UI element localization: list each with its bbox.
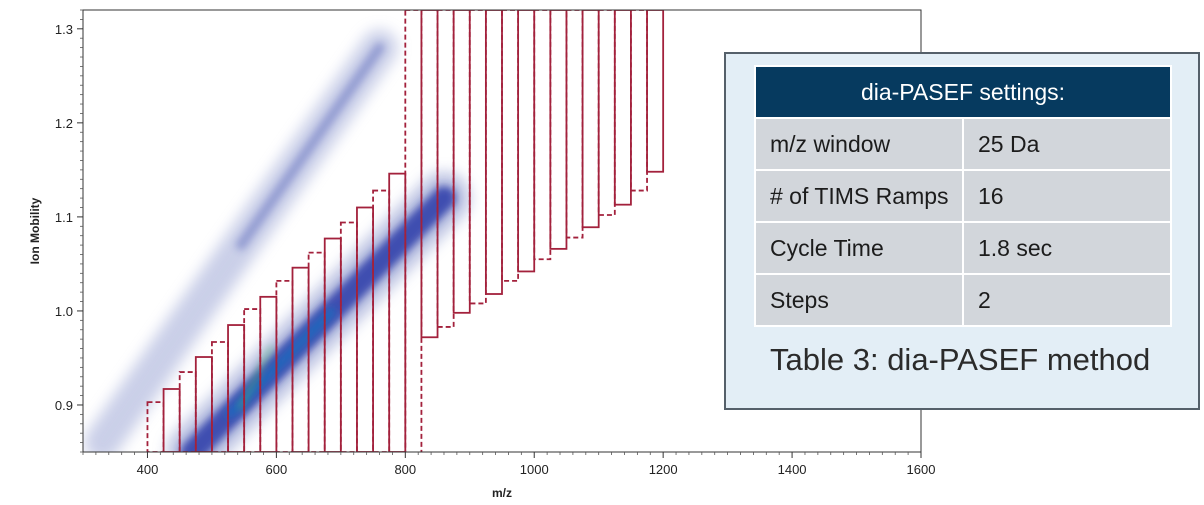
isolation-window [146, 401, 165, 452]
row-value: 25 Da [962, 117, 1172, 171]
isolation-window [613, 10, 632, 206]
x-tick-label: 1600 [907, 462, 936, 477]
dia-pasef-settings-table: dia-PASEF settings: m/z window 25 Da # o… [754, 65, 1172, 327]
isolation-window [436, 10, 455, 328]
row-value: 2 [962, 273, 1172, 327]
density-heatmap [84, 29, 470, 452]
isolation-window [452, 10, 471, 314]
table-caption: Table 3: dia-PASEF method [770, 342, 1151, 377]
x-axis-title: m/z [492, 486, 512, 500]
isolation-window [565, 10, 584, 239]
x-tick-label: 400 [137, 462, 159, 477]
table-row: # of TIMS Ramps 16 [754, 169, 1172, 223]
y-tick-label: 0.9 [55, 398, 73, 413]
y-tick-label: 1.3 [55, 22, 73, 37]
isolation-window [211, 341, 229, 452]
isolation-window [388, 172, 407, 452]
isolation-window [484, 10, 503, 295]
isolation-window [275, 279, 294, 452]
settings-panel: dia-PASEF settings: m/z window 25 Da # o… [724, 52, 1200, 410]
row-label: Steps [754, 273, 964, 327]
table-header: dia-PASEF settings: [754, 65, 1172, 119]
isolation-window [356, 206, 374, 452]
isolation-window [468, 10, 487, 305]
isolation-window [646, 10, 665, 173]
x-tick-label: 1400 [778, 462, 807, 477]
row-value: 16 [962, 169, 1172, 223]
table-row: Cycle Time 1.8 sec [754, 221, 1172, 275]
isolation-window [597, 10, 616, 216]
row-label: # of TIMS Ramps [754, 169, 964, 223]
table-row: m/z window 25 Da [754, 117, 1172, 171]
x-tick-label: 1000 [520, 462, 549, 477]
isolation-window [517, 10, 536, 273]
isolation-window [549, 10, 568, 250]
isolation-window [194, 356, 213, 452]
table-header-row: dia-PASEF settings: [754, 65, 1172, 119]
y-tick-label: 1.0 [55, 304, 73, 319]
row-value: 1.8 sec [962, 221, 1172, 275]
axes: 400 600 800 1000 1200 1400 1600 0.9 1.0 1.1 1.2 1.3… [28, 9, 936, 500]
isolation-window [533, 10, 552, 261]
isolation-window [581, 10, 600, 229]
y-tick-label: 1.2 [55, 116, 73, 131]
row-label: Cycle Time [754, 221, 964, 275]
x-tick-label: 1200 [649, 462, 678, 477]
x-tick-label: 800 [394, 462, 416, 477]
isolation-window [420, 10, 439, 339]
y-tick-label: 1.1 [55, 210, 73, 225]
table-row: Steps 2 [754, 273, 1172, 327]
row-label: m/z window [754, 117, 964, 171]
y-axis-title: Ion Mobility [28, 197, 42, 264]
isolation-window [243, 308, 262, 452]
x-tick-label: 600 [266, 462, 288, 477]
isolation-window [501, 10, 520, 282]
density-band [166, 172, 470, 452]
density-band [84, 29, 398, 452]
isolation-window [630, 10, 648, 192]
